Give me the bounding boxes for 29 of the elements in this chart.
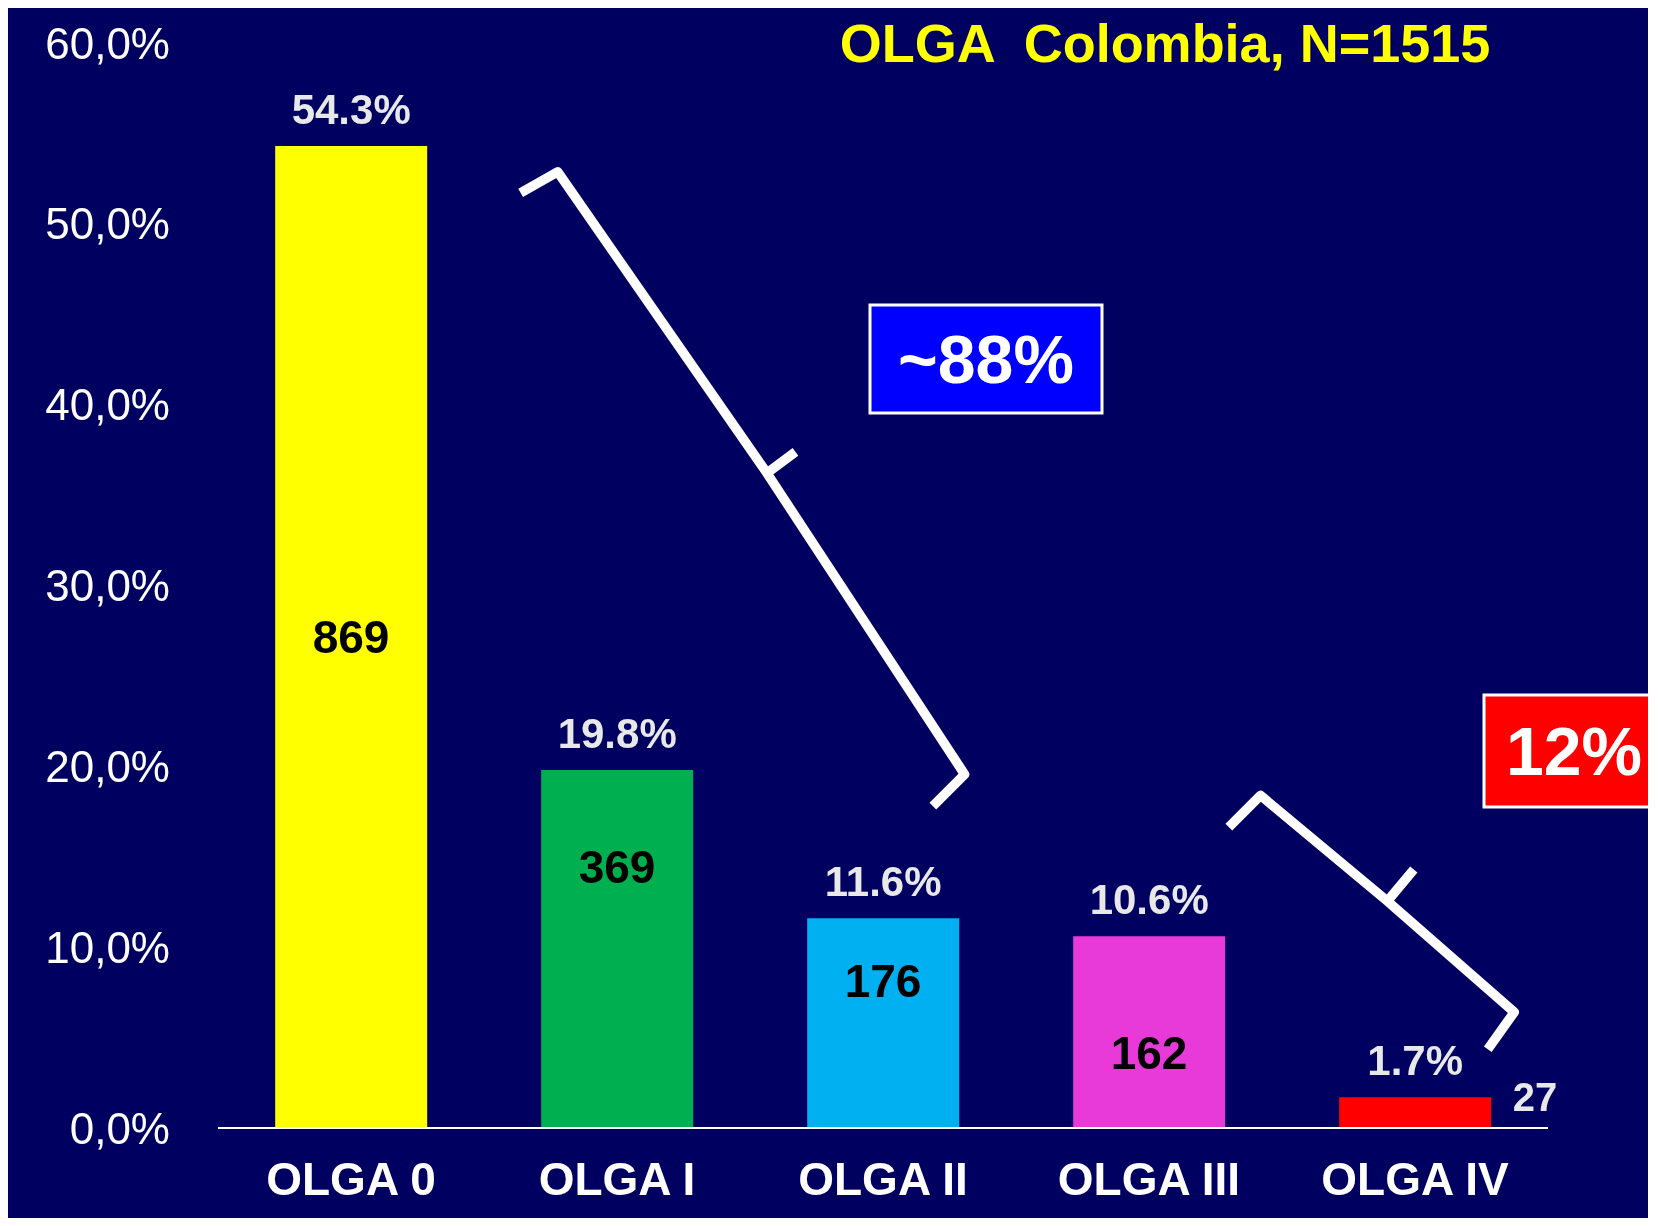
data-label: 11.6% — [824, 858, 942, 906]
annotation: 162 — [1110, 1027, 1188, 1080]
y-tick-label: 0,0% — [69, 1103, 170, 1153]
x-tick-label: OLGA I — [538, 1152, 696, 1205]
annotation: 869 — [312, 611, 390, 664]
annotation: 369 — [578, 840, 656, 893]
bar — [807, 918, 960, 1128]
data-label: 10.6% — [1089, 876, 1209, 924]
y-tick-label: 40,0% — [45, 380, 170, 430]
annotation: ~88% — [898, 321, 1074, 397]
x-tick-label: OLGA II — [798, 1152, 968, 1205]
bar — [1339, 1097, 1492, 1128]
y-tick-label: 20,0% — [45, 741, 170, 791]
data-label: 19.8% — [557, 709, 677, 757]
x-tick-label: OLGA IV — [1321, 1152, 1510, 1205]
y-tick-label: 60,0% — [45, 18, 170, 68]
annotation: 12% — [1505, 713, 1643, 789]
y-tick-label: 50,0% — [45, 199, 170, 249]
x-tick-label: OLGA 0 — [266, 1152, 436, 1205]
y-tick-label: 30,0% — [45, 561, 170, 611]
bar — [275, 146, 428, 1128]
annotation: 176 — [844, 955, 922, 1008]
chart-title: OLGA Colombia, N=1515 — [839, 13, 1491, 73]
data-label: 1.7% — [1367, 1037, 1464, 1085]
bar — [541, 769, 694, 1128]
annotation: 27 — [1512, 1075, 1558, 1120]
data-label: 54.3% — [291, 86, 411, 134]
x-tick-label: OLGA III — [1057, 1152, 1241, 1205]
y-tick-label: 10,0% — [45, 922, 170, 972]
